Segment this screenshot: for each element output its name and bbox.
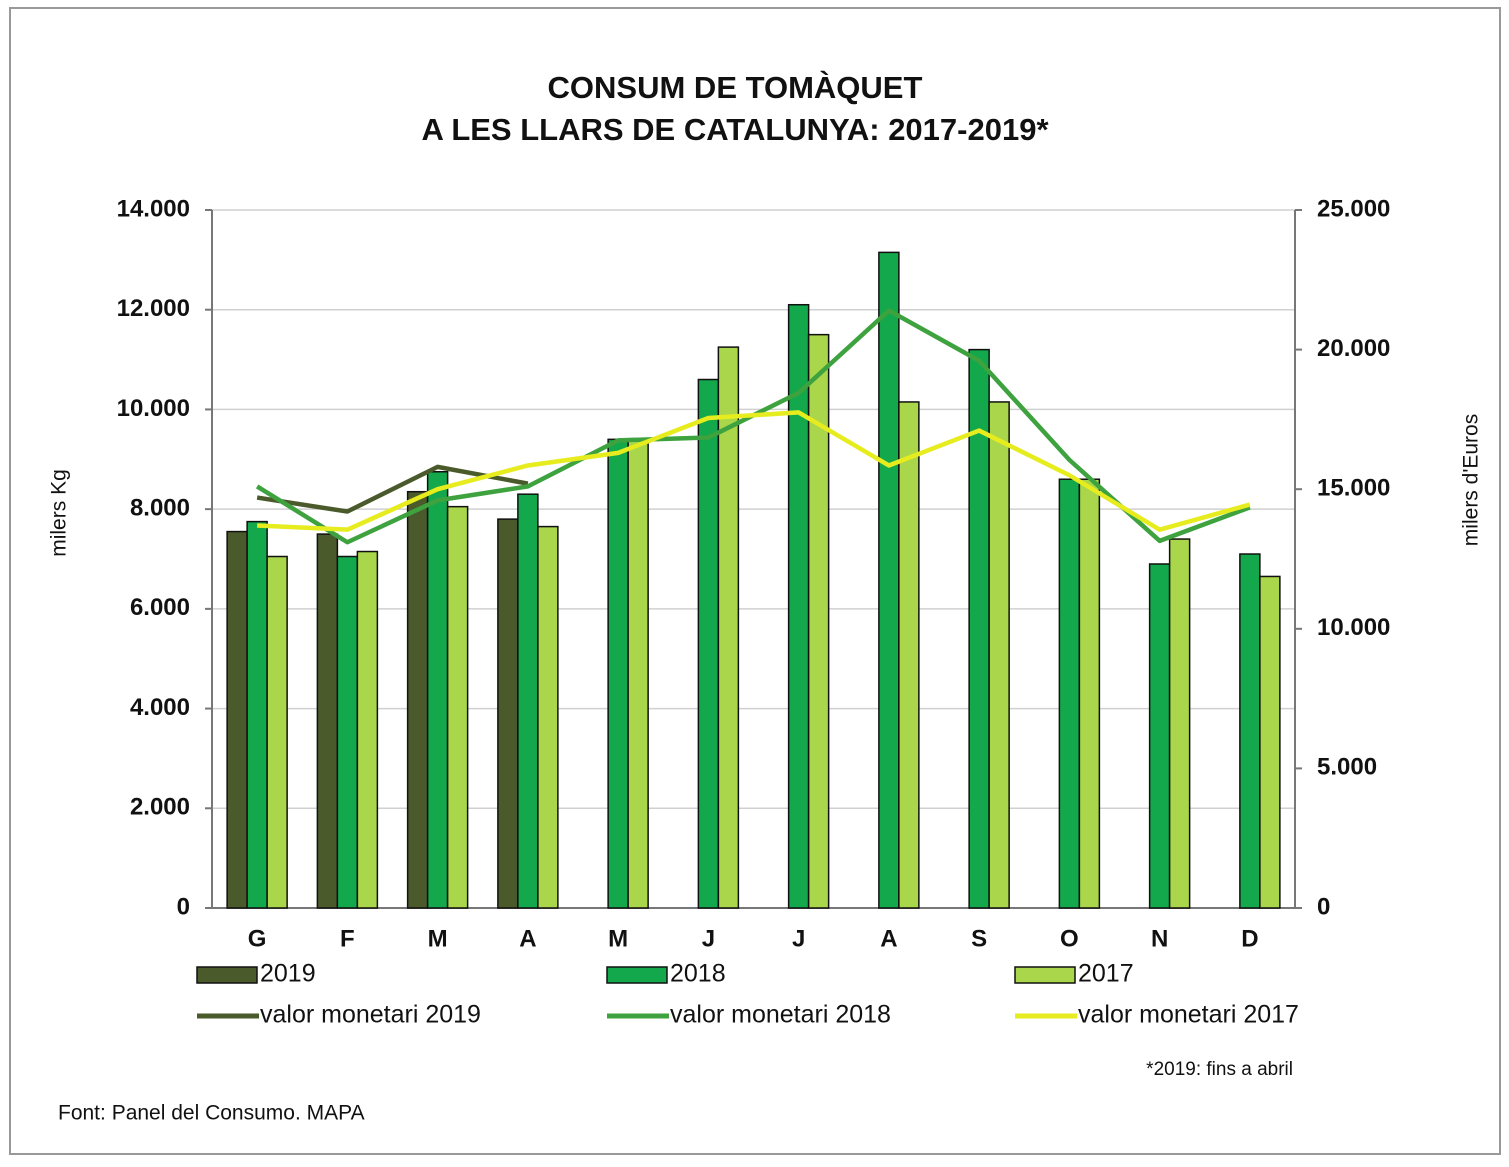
y-tick-label: 8.000 (130, 494, 190, 521)
y-tick-label: 10.000 (117, 395, 190, 422)
bar (1239, 553, 1261, 909)
legend-swatch (606, 966, 668, 984)
legend-label: valor monetari 2019 (260, 1001, 481, 1029)
x-tick-label: J (792, 925, 805, 952)
y-tick-label: 4.000 (130, 694, 190, 721)
x-tick-label: O (1060, 925, 1079, 952)
y-tick-label: 2.000 (130, 794, 190, 821)
bar (497, 518, 519, 909)
x-tick-label: A (519, 925, 536, 952)
x-tick-label: N (1151, 925, 1168, 952)
bar (1148, 563, 1171, 909)
bar (336, 555, 359, 909)
annotation: *2019: fins a abril (1146, 1059, 1293, 1080)
y2-tick-label: 0 (1317, 893, 1330, 920)
bar (878, 251, 900, 909)
x-tick-label: D (1241, 925, 1258, 952)
x-tick-label: G (248, 925, 267, 952)
bar (406, 490, 429, 909)
bar (807, 333, 830, 909)
bar (898, 401, 920, 909)
bar (1078, 478, 1101, 909)
x-tick-label: J (702, 925, 715, 952)
bar (537, 525, 559, 909)
bar (226, 530, 248, 909)
bar (627, 438, 649, 909)
y-tick-label: 14.000 (117, 195, 190, 222)
legend-swatch (1014, 966, 1076, 984)
y-tick-label: 12.000 (117, 295, 190, 322)
chart-title: A LES LLARS DE CATALUNYA: 2017-2019* (421, 112, 1049, 147)
y2-tick-label: 5.000 (1317, 754, 1377, 781)
y-tick-label: 6.000 (130, 594, 190, 621)
bar (266, 555, 288, 909)
y-axis-label: milers Kg (48, 469, 71, 557)
x-tick-label: A (880, 925, 897, 952)
bar (1259, 575, 1281, 909)
y2-tick-label: 25.000 (1317, 195, 1390, 222)
x-tick-label: S (971, 925, 987, 952)
bar (246, 520, 268, 909)
bar (717, 346, 740, 909)
y2-tick-label: 10.000 (1317, 614, 1390, 641)
x-tick-label: M (608, 925, 628, 952)
x-tick-label: F (340, 925, 355, 952)
bar (697, 378, 720, 909)
bar (1058, 478, 1081, 909)
legend-label: 2019 (260, 960, 316, 988)
legend-swatch (196, 966, 258, 984)
bar (316, 533, 339, 909)
line (257, 410, 1251, 532)
y2-axis-label: milers d'Euros (1460, 414, 1483, 546)
bar (517, 493, 539, 909)
bar (1168, 538, 1191, 909)
legend-label: 2018 (670, 960, 726, 988)
y-tick-label: 0 (177, 893, 190, 920)
y2-tick-label: 20.000 (1317, 335, 1390, 362)
legend-label: valor monetari 2017 (1078, 1001, 1299, 1029)
bar (988, 401, 1010, 909)
chart-title: CONSUM DE TOMÀQUET (548, 70, 923, 105)
x-tick-label: M (428, 925, 448, 952)
source: Font: Panel del Consumo. MAPA (58, 1102, 365, 1125)
bar (607, 438, 629, 909)
bar (356, 550, 379, 909)
y2-tick-label: 15.000 (1317, 475, 1390, 502)
bar (426, 471, 449, 909)
legend-label: 2017 (1078, 960, 1134, 988)
legend-label: valor monetari 2018 (670, 1001, 891, 1029)
bar (446, 505, 469, 909)
